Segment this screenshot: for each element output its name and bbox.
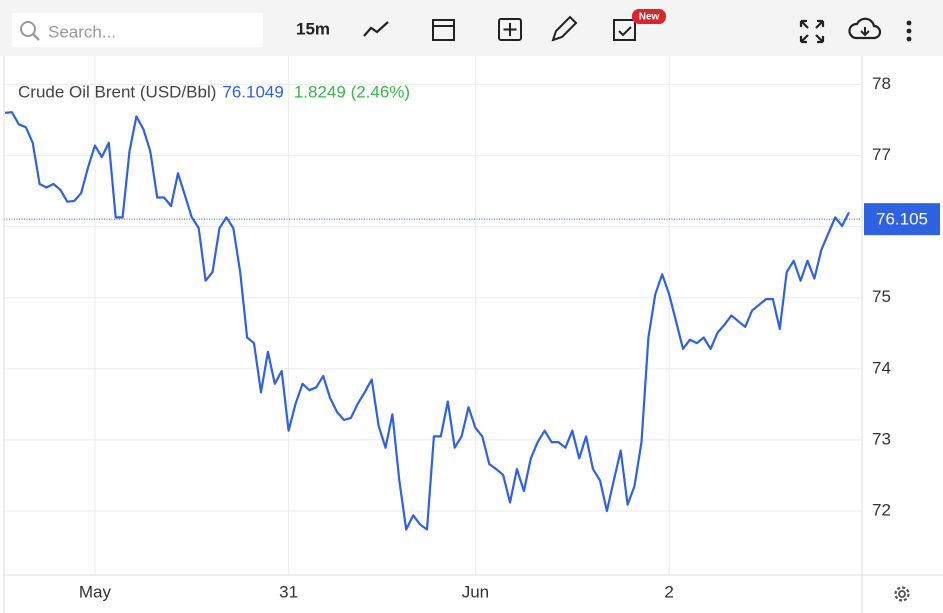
last-price-label: 76.105: [876, 210, 928, 229]
line-icon[interactable]: [363, 21, 389, 37]
y-tick-label: 73: [872, 429, 891, 448]
fullscreen-icon[interactable]: [799, 19, 825, 44]
change: 1.8249 (2.46%): [294, 82, 410, 101]
x-tick-label: 2: [664, 582, 673, 601]
y-tick-label: 75: [872, 287, 891, 306]
plot: 72737475767778May31Jun276.105: [4, 56, 940, 601]
settings-icon: [894, 586, 910, 602]
events-icon: [618, 26, 632, 37]
search-placeholder: Search...: [48, 22, 116, 41]
new-badge: [632, 9, 666, 24]
y-tick-label: 78: [872, 74, 891, 93]
menu-icon[interactable]: [906, 20, 912, 26]
new-badge-text: New: [639, 12, 660, 23]
y-tick-label: 77: [872, 145, 891, 164]
y-tick-label: 74: [872, 358, 891, 377]
last-price-box: [864, 203, 940, 236]
menu-icon: [906, 36, 912, 42]
download-icon: [860, 27, 870, 37]
price-line: [4, 111, 850, 531]
add-icon: [503, 23, 517, 36]
settings-icon[interactable]: [894, 586, 910, 602]
events-icon[interactable]: [613, 19, 636, 41]
download-icon[interactable]: [848, 17, 882, 40]
calendar-icon[interactable]: [432, 19, 455, 41]
menu-icon: [906, 28, 912, 34]
interval[interactable]: 15m: [296, 19, 330, 38]
x-tick-label: 31: [279, 582, 298, 601]
search-icon: [20, 21, 36, 37]
x-tick-label: Jun: [462, 582, 489, 601]
y-tick-label: 72: [872, 500, 891, 519]
settings-icon: [898, 590, 906, 598]
search-box[interactable]: [12, 13, 263, 47]
add-icon[interactable]: [498, 18, 522, 41]
chart-title: Crude Oil Brent (USD/Bbl): [18, 82, 216, 101]
search-icon: [32, 33, 40, 41]
price: 76.1049: [222, 82, 283, 101]
draw-icon[interactable]: [551, 15, 578, 42]
x-tick-label: May: [79, 582, 112, 601]
